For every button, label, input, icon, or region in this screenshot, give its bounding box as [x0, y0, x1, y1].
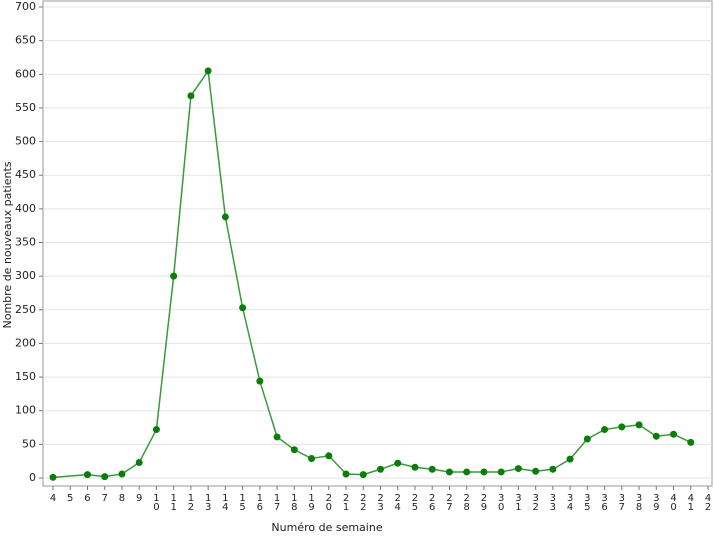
data-point	[256, 377, 264, 385]
x-tick-label: 16	[254, 493, 265, 511]
data-point	[670, 430, 678, 438]
data-point	[359, 471, 367, 479]
x-tick-label: 30	[496, 493, 507, 511]
data-point	[428, 465, 436, 473]
data-point	[135, 459, 143, 467]
x-tick-label: 36	[599, 493, 610, 511]
x-tick-label: 18	[289, 493, 300, 511]
data-point	[83, 471, 91, 479]
y-tick-label: 150	[15, 370, 36, 383]
data-point	[583, 435, 591, 443]
x-tick-label: 25	[409, 493, 420, 511]
x-tick-label: 41	[685, 493, 696, 511]
x-tick-label: 31	[513, 493, 524, 511]
x-tick-label: 10	[151, 493, 162, 511]
x-tick-label: 20	[323, 493, 334, 511]
x-tick-label: 11	[168, 493, 179, 511]
data-point	[652, 432, 660, 440]
y-tick-label: 250	[15, 303, 36, 316]
data-point	[514, 465, 522, 473]
data-point	[394, 459, 402, 467]
x-tick-label: 35	[582, 493, 593, 511]
data-point	[618, 423, 626, 431]
y-tick-label: 400	[15, 202, 36, 215]
data-point	[601, 426, 609, 434]
x-tick-label: 37	[616, 493, 627, 511]
x-tick-label: 13	[203, 493, 214, 511]
data-point	[445, 468, 453, 476]
x-tick-label: 33	[547, 493, 558, 511]
plot-frame	[42, 0, 713, 487]
data-point	[187, 92, 195, 100]
data-point	[463, 468, 471, 476]
y-tick-label: 500	[15, 135, 36, 148]
y-tick-label: 650	[15, 34, 36, 47]
x-tick-label: 9	[134, 493, 145, 502]
x-tick-label: 17	[272, 493, 283, 511]
x-tick-label: 8	[116, 493, 127, 502]
y-tick-label: 700	[15, 0, 36, 13]
x-tick-label: 5	[65, 493, 76, 502]
x-tick-label: 29	[478, 493, 489, 511]
x-tick-label: 4	[48, 493, 59, 502]
x-tick-label: 14	[220, 493, 231, 511]
y-tick-label: 600	[15, 67, 36, 80]
x-tick-label: 32	[530, 493, 541, 511]
data-point	[290, 446, 298, 454]
x-tick-label: 23	[375, 493, 386, 511]
data-point	[221, 213, 229, 221]
x-tick-label: 27	[444, 493, 455, 511]
data-point	[549, 465, 557, 473]
data-point	[152, 426, 160, 434]
x-tick-label: 7	[99, 493, 110, 502]
data-point	[635, 421, 643, 429]
data-point	[687, 438, 695, 446]
data-point	[377, 465, 384, 473]
data-point	[308, 454, 316, 462]
data-point	[170, 272, 178, 280]
x-tick-label: 26	[427, 493, 438, 511]
x-tick-label: 6	[82, 493, 93, 502]
data-point	[480, 468, 488, 476]
data-point	[239, 304, 247, 312]
data-point	[497, 468, 505, 476]
y-tick-label: 350	[15, 236, 36, 249]
x-tick-label: 40	[668, 493, 679, 511]
data-line	[52, 68, 692, 479]
data-point	[325, 452, 333, 460]
x-tick-label: 34	[565, 493, 576, 511]
data-point	[566, 455, 574, 463]
y-tick-label: 200	[15, 336, 36, 349]
data-point	[273, 433, 281, 441]
data-point	[101, 473, 109, 481]
x-tick-label: 19	[306, 493, 317, 511]
y-tick-label: 50	[22, 437, 36, 450]
x-tick-label: 28	[461, 493, 472, 511]
data-point	[204, 67, 212, 75]
data-point	[411, 463, 419, 471]
x-tick-label: 15	[237, 493, 248, 511]
data-point	[49, 473, 57, 481]
x-tick-label: 21	[341, 493, 352, 511]
x-tick-label: 22	[358, 493, 369, 511]
x-tick-label: 12	[185, 493, 196, 511]
x-tick-label: 39	[651, 493, 662, 511]
x-axis-label: Numéro de semaine	[271, 521, 382, 534]
y-tick-label: 550	[15, 101, 36, 114]
data-point	[342, 470, 350, 478]
y-tick-label: 450	[15, 168, 36, 181]
data-point	[532, 467, 540, 475]
x-tick-label: 38	[634, 493, 645, 511]
y-tick-label: 0	[29, 471, 36, 484]
x-tick-label: 42	[703, 493, 714, 511]
y-tick-label: 300	[15, 269, 36, 282]
y-axis-label: Nombre de nouveaux patients	[1, 161, 14, 328]
x-tick-label: 24	[392, 493, 403, 511]
y-tick-label: 100	[15, 404, 36, 417]
data-point	[118, 470, 126, 478]
